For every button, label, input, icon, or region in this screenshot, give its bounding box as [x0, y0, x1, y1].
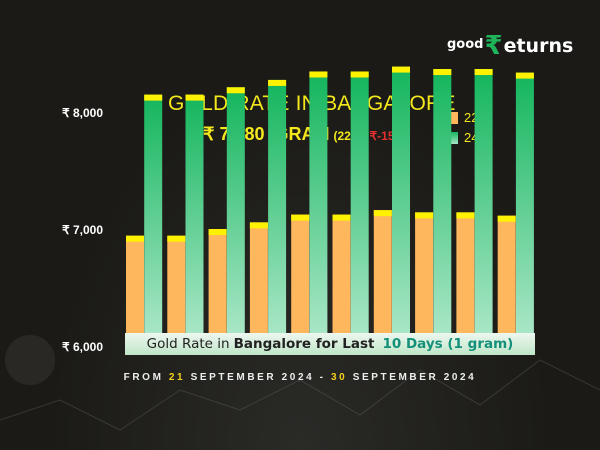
bar-22K-0: [126, 235, 144, 333]
bar-cap-22K-0: [126, 235, 144, 242]
bar-cap-24K-7: [433, 69, 452, 76]
bar-24K-0: [144, 94, 163, 333]
bar-22K-3: [249, 222, 268, 333]
bar-cap-24K-4: [309, 71, 328, 78]
logo-rupee: ₹: [484, 31, 503, 61]
goodreturns-logo: good ₹ eturns: [447, 33, 573, 59]
bar-24K-7: [433, 69, 452, 334]
bar-22K-4: [291, 214, 310, 333]
bar-cap-22K-7: [415, 212, 434, 219]
bar-22K-6: [373, 210, 392, 333]
bar-cap-24K-6: [392, 66, 410, 73]
range-start-month: SEPTEMBER 2024 -: [190, 372, 326, 383]
bar-22K-7: [415, 212, 434, 333]
bar-22K-2: [208, 229, 227, 333]
bar-cap-24K-3: [268, 79, 287, 86]
range-end-month: SEPTEMBER 2024: [352, 372, 477, 383]
range-from: FROM: [123, 372, 164, 383]
range-start-day: 21: [168, 372, 186, 383]
bar-22K-9: [497, 215, 516, 333]
y-tick-7000: ₹ 7,000: [62, 223, 103, 237]
bar-cap-24K-1: [185, 94, 204, 101]
bar-cap-22K-1: [167, 235, 186, 242]
range-end-day: 30: [330, 372, 348, 383]
bar-24K-2: [226, 87, 245, 333]
bar-cap-24K-8: [474, 69, 493, 76]
bar-cap-24K-5: [350, 71, 369, 78]
bar-24K-3: [268, 79, 287, 333]
bar-24K-9: [515, 72, 534, 333]
bar-cap-22K-3: [249, 222, 268, 229]
y-tick-8000: ₹ 8,000: [62, 106, 103, 120]
y-tick-6000: ₹ 6,000: [62, 340, 103, 354]
banner-text-3: 10 Days (1 gram): [382, 336, 514, 352]
bar-24K-5: [350, 71, 369, 333]
caption-banner: Gold Rate in Bangalore for Last 10 Days (1…: [125, 333, 535, 355]
bar-cap-24K-0: [144, 94, 163, 101]
bar-cap-22K-9: [497, 215, 516, 222]
bar-cap-24K-2: [226, 87, 245, 94]
bar-22K-5: [332, 214, 351, 333]
logo-eturns: eturns: [503, 35, 574, 57]
bar-24K-6: [392, 66, 410, 333]
bar-22K-8: [456, 212, 475, 333]
bar-cap-22K-4: [291, 214, 310, 221]
bar-22K-1: [167, 235, 186, 333]
bar-cap-22K-6: [373, 210, 392, 217]
bar-24K-1: [185, 94, 204, 333]
banner-text-1: Gold Rate in: [146, 336, 230, 352]
bar-24K-4: [309, 71, 328, 333]
bar-cap-24K-9: [515, 72, 534, 79]
bar-cap-22K-5: [332, 214, 351, 221]
date-range: FROM 21 SEPTEMBER 2024 - 30 SEPTEMBER 20…: [0, 372, 600, 383]
bar-cap-22K-2: [208, 229, 227, 236]
bar-cap-22K-8: [456, 212, 475, 219]
background-stock-chart: [0, 335, 600, 431]
banner-text-2: Bangalore for Last: [233, 336, 375, 352]
logo-good: good: [447, 37, 484, 52]
bar-24K-8: [474, 69, 493, 334]
